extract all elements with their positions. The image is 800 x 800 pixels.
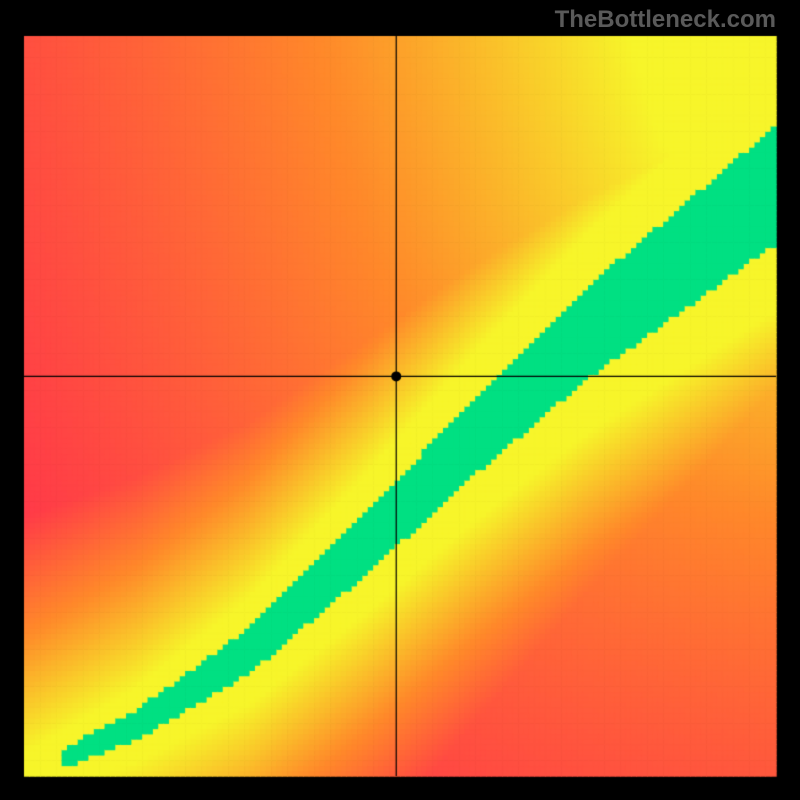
chart-container: TheBottleneck.com [0, 0, 800, 800]
watermark-text: TheBottleneck.com [555, 6, 776, 34]
bottleneck-heatmap [0, 0, 800, 800]
